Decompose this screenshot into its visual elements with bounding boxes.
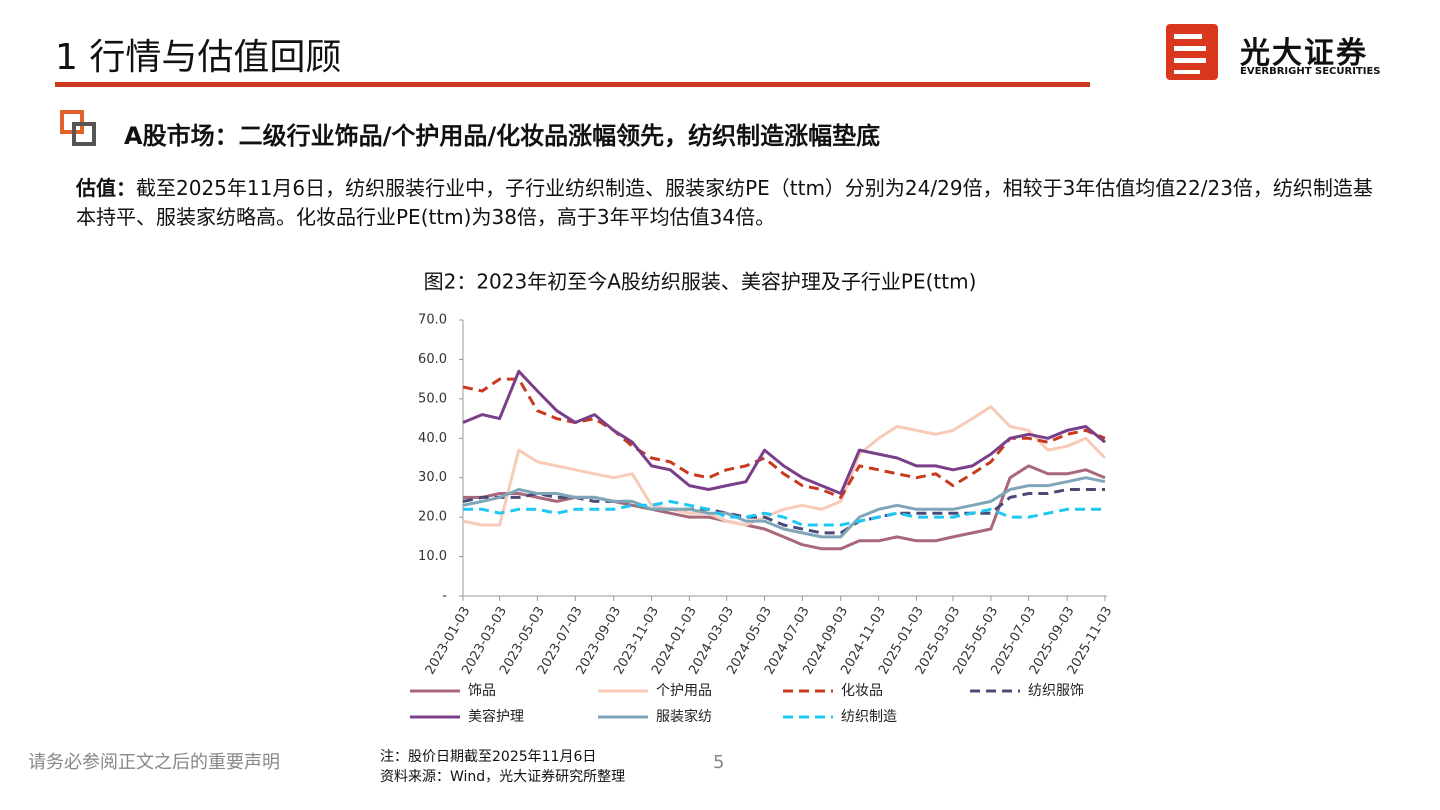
legend-label: 纺织服饰 bbox=[1028, 683, 1084, 699]
page-title: 1 行情与估值回顾 bbox=[55, 37, 342, 78]
y-tick-label: 40.0 bbox=[418, 431, 447, 446]
paragraph-lead: 估值： bbox=[76, 176, 136, 200]
series-line bbox=[463, 464, 1106, 551]
logo-mark bbox=[1166, 24, 1218, 80]
series-line bbox=[463, 499, 1105, 527]
legend-label: 个护用品 bbox=[656, 683, 712, 699]
legend-label: 纺织制造 bbox=[841, 709, 897, 725]
y-tick-label: 50.0 bbox=[418, 391, 447, 406]
y-tick-label: - bbox=[442, 589, 447, 604]
title-rule bbox=[55, 82, 1090, 87]
source: 资料来源：Wind，光大证券研究所整理 bbox=[380, 769, 626, 785]
series-line bbox=[462, 488, 1105, 535]
paragraph-text: 截至2025年11月6日，纺织服装行业中，子行业纺织制造、服装家纺PE（ttm）… bbox=[76, 176, 1373, 229]
y-tick-label: 60.0 bbox=[418, 352, 447, 367]
legend-label: 美容护理 bbox=[468, 708, 524, 725]
disclaimer: 请务必参阅正文之后的重要声明 bbox=[28, 752, 280, 773]
section-icon bbox=[60, 110, 96, 146]
legend-label: 服装家纺 bbox=[656, 708, 712, 725]
note: 注：股价日期截至2025年11月6日 bbox=[380, 749, 597, 765]
series-line bbox=[462, 476, 1106, 539]
legend-label: 饰品 bbox=[468, 683, 496, 699]
y-tick-label: 70.0 bbox=[418, 313, 447, 328]
series-line bbox=[462, 369, 1106, 495]
series-line bbox=[462, 377, 1106, 499]
section-heading: A股市场：二级行业饰品/个护用品/化妆品涨幅领先，纺织制造涨幅垫底 bbox=[124, 122, 881, 150]
logo-sub: EVERBRIGHT SECURITIES bbox=[1240, 66, 1381, 77]
chart-title: 图2：2023年初至今A股纺织服装、美容护理及子行业PE(ttm) bbox=[424, 270, 977, 294]
logo-name: 光大证券 bbox=[1240, 36, 1368, 71]
y-tick-label: 30.0 bbox=[418, 470, 447, 485]
legend-label: 化妆品 bbox=[841, 683, 883, 699]
series-line bbox=[462, 405, 1107, 527]
y-tick-label: 10.0 bbox=[418, 549, 447, 564]
paragraph: 估值：截至2025年11月6日，纺织服装行业中，子行业纺织制造、服装家纺PE（t… bbox=[76, 174, 1386, 232]
page-number: 5 bbox=[713, 752, 725, 773]
y-tick-label: 20.0 bbox=[418, 510, 447, 525]
